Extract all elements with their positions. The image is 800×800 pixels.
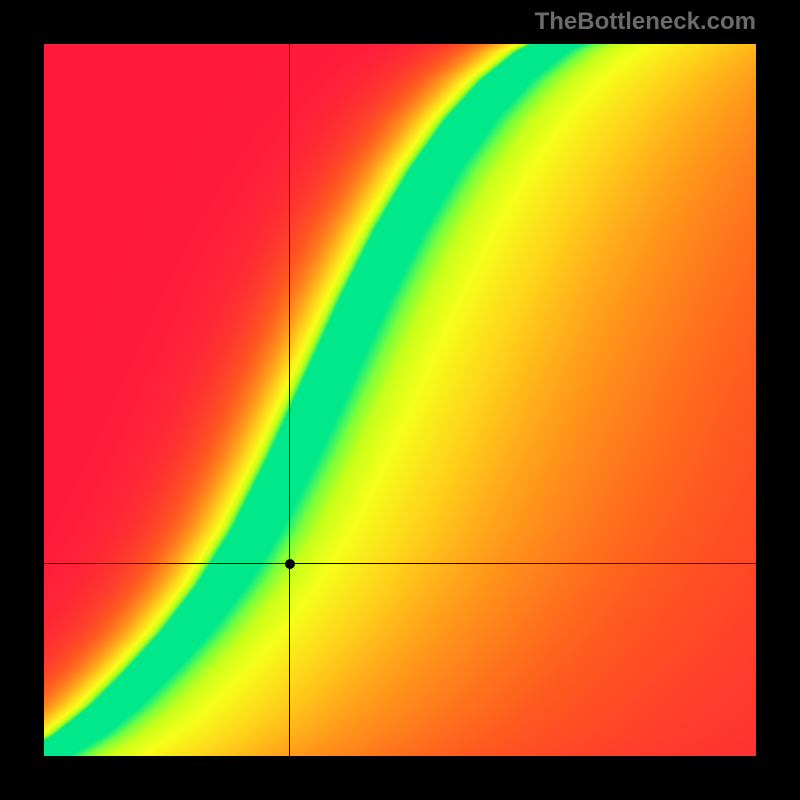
crosshair-vertical-line — [289, 44, 290, 756]
bottleneck-heatmap — [44, 44, 756, 756]
chart-container: TheBottleneck.com — [0, 0, 800, 800]
crosshair-horizontal-line — [44, 563, 756, 564]
watermark-text: TheBottleneck.com — [535, 8, 756, 36]
crosshair-marker-dot — [285, 559, 295, 569]
